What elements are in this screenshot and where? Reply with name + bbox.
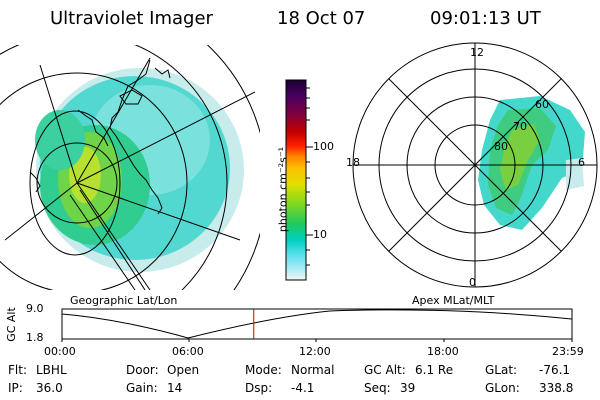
lon-line-3 [76, 182, 241, 241]
geo-grid [0, 45, 260, 290]
mode-value: Normal [291, 363, 335, 377]
dsp-label: Dsp: [245, 381, 273, 395]
time-label: 09:01:13 UT [430, 8, 541, 29]
mlt-label-0: 0 [469, 276, 476, 289]
glon-label: GLon: [485, 381, 520, 395]
glat-label: GLat: [485, 363, 518, 377]
coastline-east [109, 59, 163, 215]
mlt-label-6: 6 [578, 156, 585, 169]
polar-caption: Apex MLat/MLT [412, 294, 495, 307]
geo-caption: Geographic Lat/Lon [70, 294, 178, 307]
door-value: Open [167, 363, 200, 377]
gain-value: 14 [167, 381, 183, 395]
colorbar [285, 79, 313, 281]
uv-patch-west [35, 110, 85, 170]
coastline-west [29, 171, 41, 193]
ip-label: IP: [8, 381, 23, 395]
date-label: 18 Oct 07 [277, 8, 366, 29]
flt-value: LBHL [36, 363, 67, 377]
glon-value: 338.8 [539, 381, 574, 395]
altitude-ticks [61, 308, 573, 342]
time-tick-0000: 00:00 [44, 345, 76, 358]
coastline-bay [77, 109, 109, 147]
polar-diagonal-2 [388, 78, 562, 252]
lat-circle-3 [0, 72, 188, 290]
lon-line-1 [76, 57, 151, 184]
time-tick-0600: 06:00 [172, 345, 204, 358]
lon-line-5 [4, 182, 78, 241]
mode-label: Mode: [245, 363, 282, 377]
gcalt-label: GC Alt: [364, 363, 406, 377]
glat-value: -76.1 [539, 363, 571, 377]
seq-value: 39 [400, 381, 416, 395]
lon-line-6 [39, 64, 78, 184]
door-label: Door: [126, 363, 159, 377]
time-tick-2359: 23:59 [552, 345, 584, 358]
altitude-ylabel: GC Alt [4, 307, 18, 342]
coastline-island [119, 89, 143, 105]
coastline-north [154, 67, 171, 79]
mlt-label-18: 18 [346, 156, 360, 169]
colorbar-tick-100: 100 [313, 140, 334, 153]
lon-line-4 [76, 182, 151, 290]
colorbar-tick-10: 10 [313, 228, 327, 241]
mlt-label-12: 12 [470, 46, 484, 59]
mlat-label-80: 80 [494, 140, 508, 153]
altitude-frame [61, 308, 573, 340]
polar-plot [352, 42, 598, 288]
dsp-value: -4.1 [291, 381, 315, 395]
mlat-label-70: 70 [513, 120, 527, 133]
ip-value: 36.0 [36, 381, 63, 395]
lon-line-2 [76, 91, 256, 184]
lat-circle-4 [0, 45, 228, 290]
altitude-plot [61, 308, 573, 342]
time-tick-1800: 18:00 [427, 345, 459, 358]
time-tick-1200: 12:00 [299, 345, 331, 358]
seq-label: Seq: [364, 381, 391, 395]
app-title: Ultraviolet Imager [50, 8, 213, 29]
altitude-curve [61, 309, 573, 339]
track-line-1 [69, 194, 136, 290]
coastlines [29, 59, 171, 215]
colorbar-scale [285, 79, 307, 281]
gcalt-value: 6.1 Re [415, 363, 454, 377]
flt-label: Flt: [8, 363, 27, 377]
geographic-map [0, 45, 260, 290]
altitude-ytick-top: 9.0 [26, 302, 44, 315]
gain-label: Gain: [126, 381, 158, 395]
lat-ellipse-2 [29, 110, 121, 256]
lat-circle-1 [36, 142, 118, 224]
track-line-2 [79, 189, 146, 290]
altitude-ytick-bottom: 1.8 [26, 331, 44, 344]
polar-aurora-bright [500, 124, 540, 190]
colorbar-ticks [306, 87, 313, 266]
colorbar-label: photon cm⁻²s⁻¹ [276, 146, 290, 233]
mlat-label-60: 60 [535, 98, 549, 111]
